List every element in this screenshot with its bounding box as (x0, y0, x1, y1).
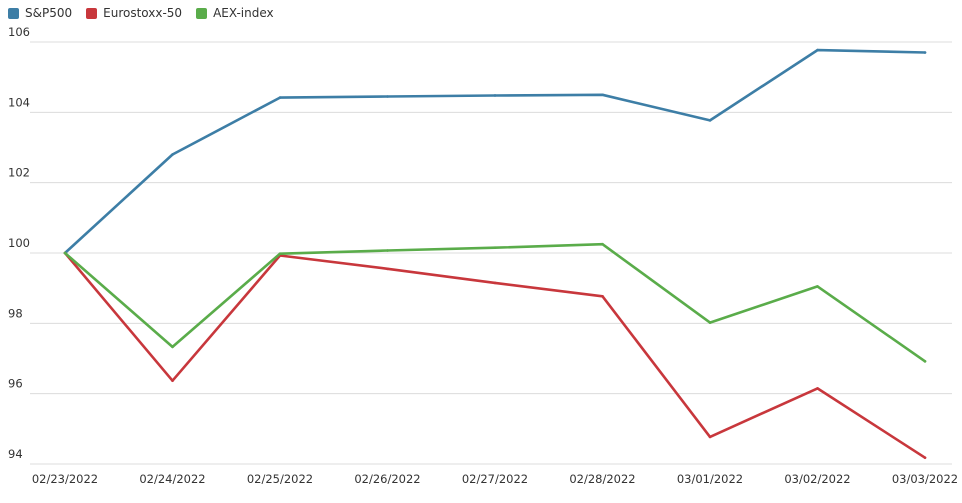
legend-label-eurostoxx: Eurostoxx-50 (103, 6, 183, 20)
x-tick-label: 02/24/2022 (139, 472, 205, 486)
data-point[interactable] (493, 281, 497, 285)
x-axis-labels: 02/23/2022 02/24/2022 02/25/2022 02/26/2022… (32, 472, 958, 486)
legend-label-sp500: S&P500 (25, 6, 73, 20)
legend-item-eurostoxx[interactable]: Eurostoxx-50 (86, 6, 182, 20)
data-point[interactable] (816, 387, 819, 390)
x-tick-label: 02/27/2022 (462, 472, 528, 486)
legend-swatch-aex (196, 7, 208, 19)
data-point[interactable] (386, 249, 389, 252)
data-point[interactable] (816, 48, 819, 52)
grid-lines (30, 41, 952, 465)
legend-item-sp500[interactable]: S&P500 (8, 6, 72, 20)
data-point[interactable] (63, 251, 67, 255)
data-point[interactable] (923, 456, 927, 459)
x-tick-label: 02/25/2022 (247, 472, 313, 486)
x-tick-label: 03/02/2022 (784, 472, 850, 486)
y-tick-label: 102 (8, 166, 30, 180)
series-line-2[interactable] (63, 242, 927, 363)
series-line-0[interactable] (63, 48, 927, 255)
data-point[interactable] (601, 93, 604, 97)
legend-item-aex[interactable]: AEX-index (196, 6, 274, 20)
legend-swatch-sp500 (8, 7, 19, 19)
data-point[interactable] (493, 94, 497, 97)
legend: S&P500 Eurostoxx-50 AEX-index (8, 6, 274, 20)
y-axis-labels: 94 96 98 100 102 104 106 (8, 25, 30, 461)
data-point[interactable] (171, 379, 174, 382)
y-tick-label: 98 (8, 306, 23, 320)
data-point[interactable] (601, 242, 604, 246)
data-point[interactable] (601, 294, 604, 298)
data-point[interactable] (923, 360, 927, 363)
data-point[interactable] (278, 96, 282, 99)
x-tick-label: 02/28/2022 (569, 472, 635, 486)
data-point[interactable] (386, 267, 389, 271)
data-point[interactable] (171, 345, 174, 349)
data-point[interactable] (708, 321, 712, 324)
y-tick-label: 94 (8, 447, 23, 461)
data-point[interactable] (708, 119, 712, 122)
data-point[interactable] (171, 153, 174, 156)
y-tick-label: 104 (8, 95, 30, 109)
x-tick-label: 03/03/2022 (892, 472, 958, 486)
legend-label-aex: AEX-index (213, 6, 274, 20)
x-tick-label: 02/23/2022 (32, 472, 98, 486)
data-point[interactable] (386, 95, 389, 98)
data-point[interactable] (493, 246, 497, 250)
series-lines (63, 48, 927, 460)
data-point[interactable] (278, 252, 282, 256)
legend-swatch-eurostoxx (86, 7, 98, 19)
data-point[interactable] (923, 51, 927, 54)
data-point[interactable] (816, 285, 819, 288)
y-tick-label: 96 (8, 377, 23, 391)
y-tick-label: 100 (8, 236, 30, 250)
x-tick-label: 02/26/2022 (354, 472, 420, 486)
y-tick-label: 106 (8, 25, 30, 39)
x-tick-label: 03/01/2022 (677, 472, 743, 486)
data-point[interactable] (708, 435, 712, 439)
